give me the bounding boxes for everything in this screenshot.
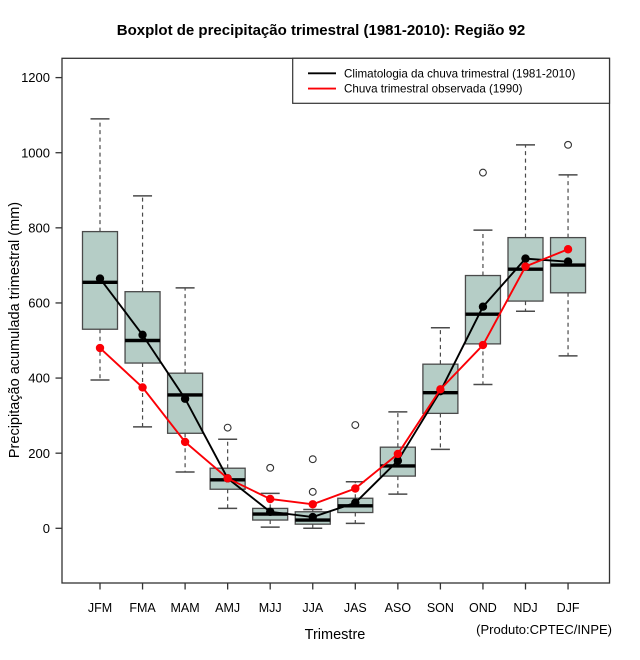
climatology-series-point	[478, 302, 488, 311]
observed-series	[95, 245, 573, 509]
y-axis-label: Precipitação acumulada trimestral (mm)	[7, 202, 23, 458]
y-tick-label: 1000	[21, 145, 50, 160]
outlier-point	[479, 168, 487, 177]
observed-series-point	[521, 262, 530, 271]
outlier-point	[308, 487, 317, 496]
observed-series-point	[95, 343, 105, 353]
climatology-series-point	[563, 257, 573, 266]
y-tick-label: 200	[28, 446, 50, 461]
y-tick-label: 600	[28, 296, 50, 311]
observed-series-point	[266, 494, 275, 504]
source-note: (Produto:CPTEC/INPE)	[476, 622, 612, 637]
observed-series-point	[351, 484, 360, 493]
x-tick-label: SON	[427, 601, 454, 615]
legend-box	[292, 57, 611, 104]
outlier-point	[308, 455, 317, 464]
x-tick-label: JFM	[88, 601, 112, 615]
climatology-series-point	[351, 498, 360, 507]
x-tick-label: MJJ	[259, 601, 282, 615]
climatology-series-point	[266, 507, 275, 516]
climatology-series-line	[99, 257, 569, 519]
x-tick-label: ASO	[385, 601, 412, 615]
climatology-series-point	[308, 512, 317, 522]
outlier-point	[351, 421, 360, 429]
climatology-series-point	[521, 254, 530, 263]
x-tick-label: MAM	[171, 601, 200, 615]
x-tick-label: JJA	[302, 601, 324, 615]
climatology-series-point	[138, 330, 147, 340]
outlier-point	[223, 423, 232, 432]
observed-series-line	[99, 248, 569, 506]
box-ndj	[507, 144, 544, 312]
observed-series-point	[138, 383, 147, 392]
observed-series-point	[563, 245, 573, 254]
climatology-series-point	[180, 394, 190, 403]
observed-series-point	[478, 340, 488, 350]
legend-label-observada: Chuva trimestral observada (1990)	[344, 83, 523, 96]
y-tick-label: 0	[43, 521, 50, 536]
outlier-point	[564, 140, 572, 149]
legend: Climatologia da chuva trimestral (1981-2…	[292, 57, 611, 104]
x-tick-label: NDJ	[513, 601, 537, 615]
observed-series-point	[223, 474, 232, 483]
y-axis: 0 200 400 600 800 1000 1200	[21, 70, 62, 536]
chart-title: Boxplot de precipitação trimestral (1981…	[117, 22, 525, 39]
y-tick-label: 1200	[21, 70, 50, 85]
observed-series-point	[180, 437, 190, 447]
observed-series-point	[308, 500, 317, 509]
climatology-series-point	[95, 274, 105, 283]
y-tick-label: 400	[28, 371, 50, 386]
y-tick-label: 800	[28, 220, 50, 235]
x-tick-label: JAS	[344, 601, 367, 615]
x-tick-label: OND	[469, 601, 497, 615]
x-axis: JFM FMA MAM AMJ MJJ JJA JAS ASO SON OND NDJ DJF	[88, 583, 580, 615]
climatology-series-point	[393, 456, 403, 465]
legend-label-climatologia: Climatologia da chuva trimestral (1981-2…	[344, 67, 575, 80]
x-axis-label: Trimestre	[305, 627, 366, 643]
x-tick-label: DJF	[557, 601, 580, 615]
observed-series-point	[393, 449, 403, 459]
iqr-box	[166, 372, 204, 434]
outlier-point	[266, 463, 275, 472]
observed-series-point	[436, 385, 445, 394]
x-tick-label: FMA	[129, 601, 156, 615]
x-tick-label: AMJ	[215, 601, 240, 615]
